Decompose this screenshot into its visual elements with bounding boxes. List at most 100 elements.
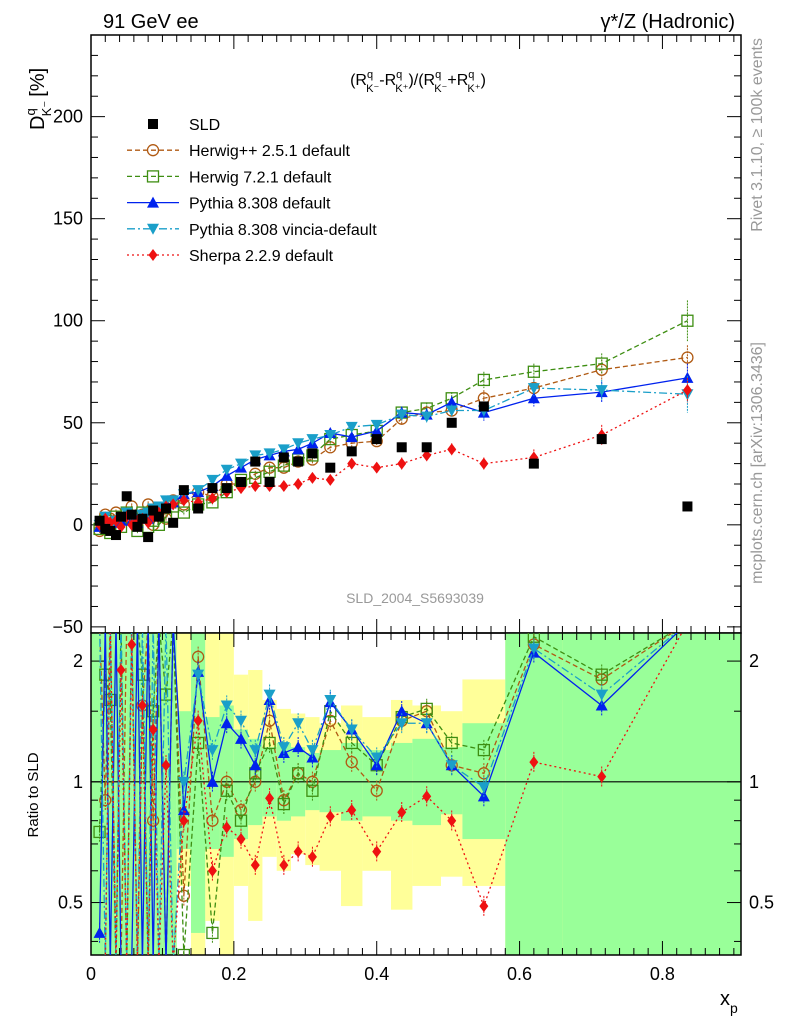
x-tick-label: 0 <box>86 964 96 984</box>
sld-point <box>111 530 121 541</box>
band-inner <box>319 750 341 813</box>
ratio-point <box>445 736 458 750</box>
ratio-y-tick-label-right: 0.5 <box>749 893 774 913</box>
legend-marker <box>148 249 158 261</box>
data-point <box>179 494 189 507</box>
ratio-point <box>193 714 203 727</box>
data-point <box>681 351 694 364</box>
data-point <box>395 409 408 421</box>
data-point <box>370 419 383 431</box>
sld-point <box>105 525 116 536</box>
ratio-point <box>177 804 190 816</box>
ratio-point <box>279 859 289 872</box>
ratio-panel: 0 0.2 0.4 0.6 0.8 0.5 0.5 1 1 2 2 <box>58 632 774 984</box>
uncertainty-bands <box>91 633 741 955</box>
ratio-point <box>127 638 137 651</box>
x-tick-label: 0.4 <box>364 964 389 984</box>
band-inner <box>562 633 641 955</box>
ratio-point <box>292 718 305 730</box>
sld-point <box>293 456 304 467</box>
ratio-point <box>206 926 219 940</box>
band-inner <box>138 633 144 955</box>
ratio-point <box>370 752 383 764</box>
legend-marker <box>147 223 159 235</box>
band-inner <box>233 729 249 840</box>
data-point <box>447 443 457 456</box>
ratio-point <box>595 689 608 701</box>
ratio-series-line <box>99 633 674 955</box>
ratio-point <box>177 776 190 788</box>
sld-point <box>264 476 275 487</box>
x-axis-label: xp <box>720 988 738 1016</box>
ratio-point <box>235 715 247 727</box>
y-tick-label: 0 <box>73 515 83 535</box>
data-point <box>682 384 692 397</box>
ratio-point <box>146 814 160 827</box>
ratio-point <box>250 859 260 872</box>
x-tick-label: 0.2 <box>221 964 246 984</box>
ratio-point <box>347 804 357 817</box>
ratio-point <box>148 723 158 736</box>
ratio-point <box>527 643 540 655</box>
sld-point <box>121 491 132 502</box>
sld-point <box>446 417 457 428</box>
sld-point <box>193 503 204 514</box>
ratio-y-label: Ratio to SLD <box>25 752 42 837</box>
data-point <box>420 411 433 423</box>
sld-point <box>94 515 105 526</box>
series-line <box>99 389 688 529</box>
sld-point <box>178 485 189 496</box>
y-tick-label: 50 <box>63 413 83 433</box>
data-point <box>347 457 357 470</box>
ratio-point <box>325 810 335 823</box>
data-point <box>595 357 608 370</box>
ratio-point <box>597 770 607 783</box>
data-point <box>293 478 303 491</box>
ratio-point <box>220 717 233 729</box>
sld-point <box>596 434 607 445</box>
band-inner <box>441 747 463 815</box>
analysis-id: SLD_2004_S5693039 <box>346 590 484 606</box>
y-tick-label: 100 <box>53 311 83 331</box>
ratio-point <box>93 825 106 839</box>
data-point <box>279 480 289 493</box>
chart-title: (Rq K⁻-Rq K⁺)/(Rq K⁻+Rq K⁺) <box>350 69 486 95</box>
sld-point <box>116 511 126 522</box>
band-inner <box>505 633 563 955</box>
data-point <box>207 492 217 505</box>
ratio-point <box>293 845 303 858</box>
sld-point <box>168 517 179 528</box>
ratio-point <box>292 741 305 753</box>
band-inner <box>641 633 741 955</box>
data-point <box>249 450 262 462</box>
y-tick-label: −50 <box>52 617 83 637</box>
ratio-point <box>234 814 248 827</box>
sld-point <box>126 509 137 520</box>
sld-point <box>161 503 171 514</box>
sld-point <box>148 505 159 516</box>
data-point <box>292 438 305 450</box>
ratio-point <box>179 814 189 827</box>
legend-label: SLD <box>189 117 220 134</box>
data-point <box>235 458 247 470</box>
y-axis-label: DqK⁻[%] <box>23 68 54 130</box>
ratio-point <box>529 756 539 769</box>
data-point <box>263 448 276 460</box>
data-point <box>177 506 191 519</box>
sld-point <box>478 401 489 412</box>
legend-marker <box>148 119 158 129</box>
ratio-point <box>447 814 457 827</box>
ratio-point <box>277 742 290 754</box>
ratio-point <box>370 784 383 797</box>
ratio-point <box>291 767 305 780</box>
data-point <box>116 520 126 533</box>
legend-label: Pythia 8.308 default <box>189 196 331 213</box>
ratio-point <box>277 797 291 811</box>
ratio-point <box>370 759 383 771</box>
ratio-series-line <box>98 633 678 955</box>
ratio-point <box>99 794 112 807</box>
ratio-y-tick-label-right: 1 <box>749 772 759 792</box>
ratio-point <box>477 743 491 757</box>
ratio-point <box>265 792 275 805</box>
ratio-point <box>192 669 205 681</box>
